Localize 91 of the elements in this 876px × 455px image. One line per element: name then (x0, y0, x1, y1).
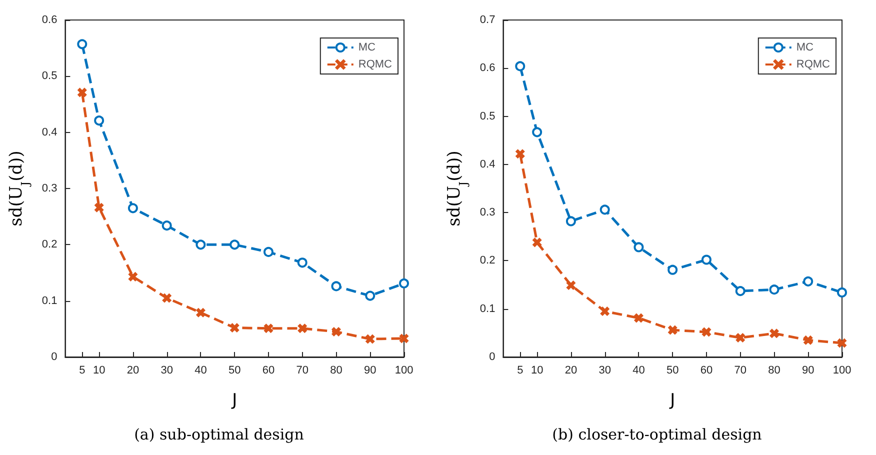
point (298, 324, 307, 333)
point (128, 203, 138, 214)
point (263, 246, 274, 257)
y-tick-label: 0.1 (480, 302, 496, 315)
point (230, 324, 239, 332)
y-tick-label: 0 (51, 351, 58, 363)
point (803, 276, 814, 286)
point (668, 326, 677, 334)
y-tick-label: 0 (489, 351, 496, 363)
y-tick-label: 0.2 (42, 238, 58, 251)
y-tick-label: 0.7 (480, 14, 496, 26)
x-tick-label: 70 (296, 364, 308, 376)
x-tick-label: 30 (160, 364, 173, 376)
point (634, 314, 643, 322)
x-tick-label: 80 (330, 364, 342, 376)
x-tick-label: 90 (364, 364, 376, 376)
point (196, 308, 205, 317)
point (331, 281, 342, 292)
x-tick-label: 50 (228, 364, 241, 376)
point (838, 338, 846, 348)
point (297, 258, 308, 268)
y-axis-title: sd(UJ(d)) (6, 150, 32, 226)
point (332, 327, 340, 336)
x-tick-label: 10 (530, 364, 544, 376)
point (94, 116, 104, 126)
x-axis-title: J (669, 390, 676, 410)
point (532, 238, 542, 247)
point (77, 39, 88, 50)
y-tick-label: 0.3 (42, 182, 58, 194)
point (600, 307, 610, 316)
point (736, 333, 745, 342)
legend-label: RQMC (358, 58, 392, 70)
point (701, 254, 712, 265)
x-tick-label: 20 (564, 364, 578, 376)
point (804, 336, 812, 344)
point (162, 220, 172, 231)
point (735, 286, 746, 296)
y-tick-label: 0.1 (42, 294, 58, 307)
y-tick-label: 0.4 (480, 158, 496, 170)
x-tick-label: 60 (262, 364, 275, 376)
x-tick-label: 50 (666, 364, 679, 376)
x-tick-label: 30 (598, 364, 611, 376)
x-tick-label: 5 (517, 364, 524, 376)
point (78, 88, 86, 97)
x-tick-label: 90 (802, 364, 814, 376)
point (515, 61, 526, 72)
x-tick-label: 60 (700, 364, 713, 376)
x-tick-label: 5 (79, 364, 86, 376)
point (668, 264, 678, 275)
point (365, 290, 376, 301)
y-tick-label: 0.4 (42, 126, 58, 138)
point (128, 272, 138, 281)
point (264, 324, 273, 333)
legend-label: RQMC (796, 58, 830, 70)
point (600, 204, 610, 215)
point (94, 203, 104, 212)
point (230, 240, 240, 250)
point (634, 242, 644, 252)
y-axis-title: sd(UJ(d)) (444, 150, 470, 226)
x-tick-label: 10 (92, 364, 106, 376)
point (400, 334, 408, 343)
point (566, 281, 576, 290)
x-tick-label: 80 (768, 364, 780, 376)
point (770, 329, 778, 338)
legend-label: MC (796, 42, 814, 54)
x-tick-label: 70 (734, 364, 746, 376)
point (196, 240, 206, 250)
legend-label: MC (358, 42, 376, 54)
y-tick-label: 0.3 (480, 206, 496, 219)
point (566, 216, 576, 226)
y-tick-label: 0.6 (42, 14, 58, 26)
x-tick-label: 40 (194, 364, 207, 376)
x-tick-label: 40 (632, 364, 645, 376)
point (769, 284, 780, 295)
point (162, 294, 172, 302)
x-tick-label: 100 (832, 364, 852, 376)
y-tick-label: 0.5 (480, 110, 496, 122)
y-tick-label: 0.5 (42, 70, 58, 82)
point (399, 278, 409, 288)
point (516, 150, 524, 158)
x-tick-label: 20 (126, 364, 140, 376)
text: (a) sub-optimal design (134, 426, 304, 444)
point (837, 287, 847, 298)
text: (b) closer-to-optimal design (552, 426, 762, 444)
point (702, 328, 711, 336)
y-tick-label: 0.6 (480, 62, 496, 74)
x-tick-label: 100 (394, 364, 414, 376)
point (366, 334, 374, 344)
point (532, 127, 542, 138)
y-tick-label: 0.2 (480, 254, 496, 267)
x-axis-title: J (231, 390, 238, 410)
